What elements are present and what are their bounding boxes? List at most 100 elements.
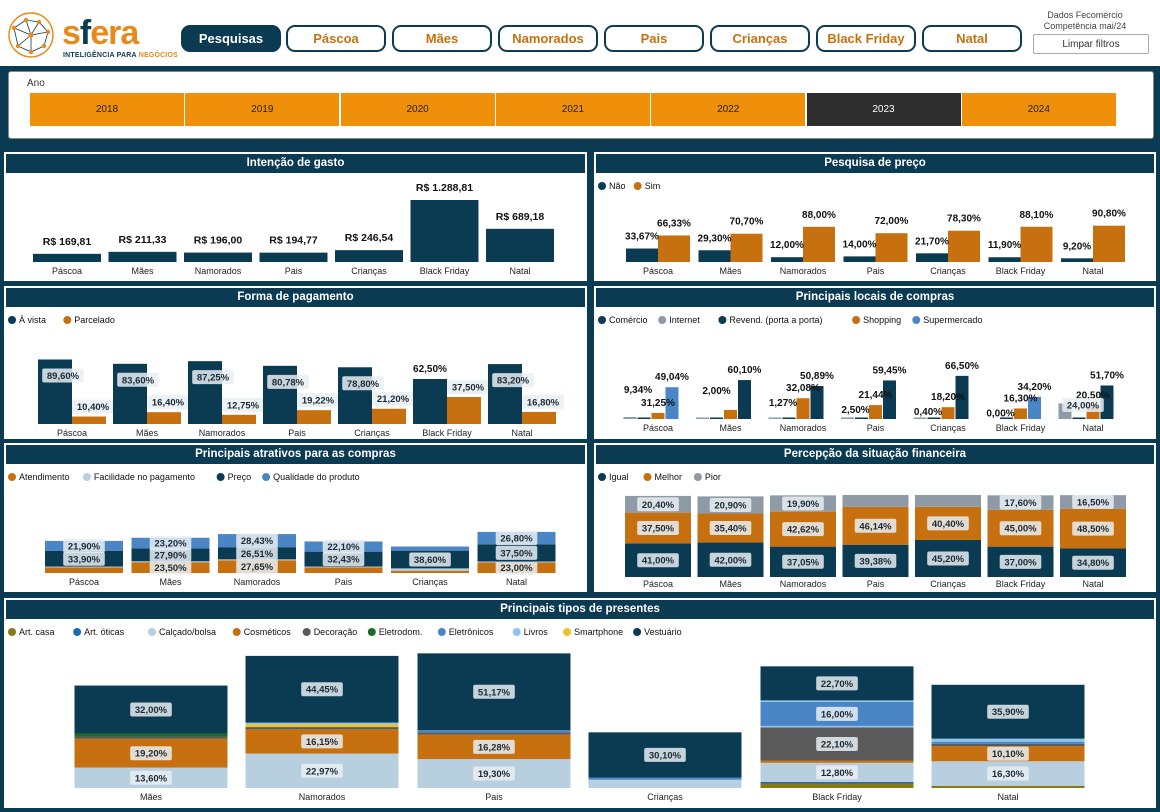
- legend-label: Shopping: [863, 315, 901, 325]
- bar-segment: [931, 738, 1085, 742]
- category-label: Mães: [719, 423, 742, 433]
- bar: [803, 226, 835, 262]
- category-label: Black Friday: [422, 428, 472, 438]
- data-label: 16,40%: [152, 398, 185, 409]
- nav-button-páscoa[interactable]: Páscoa: [286, 25, 386, 52]
- legend-label: Parcelado: [74, 315, 115, 325]
- bar: [665, 387, 679, 419]
- bar: [710, 417, 723, 419]
- bar: [913, 417, 927, 419]
- data-label: 16,30%: [1004, 393, 1038, 404]
- legend-dot: [512, 628, 521, 636]
- legend-dot: [912, 316, 921, 324]
- data-label: 26,51%: [241, 549, 274, 560]
- label-background: [927, 551, 969, 566]
- bar-segment: [760, 783, 914, 788]
- legend-label: Qualidade do produto: [273, 472, 360, 482]
- info-competencia: Competência mai/24: [1043, 21, 1127, 31]
- data-label: 51,70%: [1090, 370, 1124, 381]
- nav-button-natal[interactable]: Natal: [922, 25, 1022, 52]
- category-label: Mães: [136, 428, 159, 438]
- bar: [955, 375, 969, 419]
- legend-dot: [563, 628, 572, 636]
- data-label: 24,00%: [1067, 401, 1100, 412]
- label-background: [130, 746, 172, 761]
- bar: [33, 253, 101, 262]
- year-button-2019[interactable]: 2019: [185, 93, 340, 126]
- year-button-2024[interactable]: 2024: [961, 93, 1116, 126]
- category-label: Páscoa: [57, 428, 87, 438]
- data-label: 11,90%: [988, 240, 1021, 251]
- bar: [1093, 225, 1125, 262]
- data-label: 37,50%: [642, 524, 675, 535]
- legend-dot: [598, 473, 606, 481]
- data-label: 16,28%: [478, 742, 511, 753]
- label-background: [149, 547, 192, 562]
- bar: [698, 250, 731, 262]
- label-background: [236, 559, 278, 574]
- label-background: [322, 539, 365, 554]
- bar: [810, 386, 824, 419]
- year-button-2023[interactable]: 2023: [806, 93, 961, 126]
- category-label: Namorados: [199, 428, 246, 438]
- legend-dot: [232, 628, 241, 636]
- label-background: [447, 380, 489, 394]
- data-label: 28,43%: [241, 536, 274, 547]
- nav-button-black-friday[interactable]: Black Friday: [816, 25, 916, 52]
- data-label: 23,00%: [500, 563, 533, 574]
- data-label: 32,08%: [786, 383, 820, 394]
- bar: [782, 417, 796, 419]
- data-label: 44,45%: [306, 685, 339, 696]
- bar: [522, 411, 556, 424]
- label-background: [372, 391, 414, 406]
- data-label: 12,00%: [770, 240, 804, 251]
- category-label: Natal: [1082, 579, 1103, 589]
- data-label: 45,20%: [932, 554, 965, 565]
- bar-segment: [588, 777, 742, 780]
- bar-segment: [842, 495, 909, 507]
- bar: [72, 416, 106, 424]
- data-label: 89,60%: [47, 371, 80, 382]
- bar: [768, 417, 782, 419]
- bar: [927, 417, 941, 419]
- bar: [222, 414, 256, 424]
- data-label: R$ 169,81: [43, 236, 92, 248]
- legend-label: À vista: [19, 315, 46, 325]
- nav-button-namorados[interactable]: Namorados: [498, 25, 598, 52]
- category-label: Páscoa: [69, 577, 99, 587]
- category-label: Crianças: [930, 423, 966, 433]
- bar-segment: [931, 743, 1085, 747]
- label-background: [495, 560, 538, 575]
- label-background: [342, 376, 384, 391]
- data-label: 10,40%: [77, 402, 110, 413]
- clear-filters-button[interactable]: Limpar filtros: [1033, 34, 1149, 54]
- bar: [1028, 396, 1041, 419]
- year-button-2018[interactable]: 2018: [30, 93, 184, 126]
- nav-button-pais[interactable]: Pais: [604, 25, 704, 52]
- data-label: 27,90%: [154, 550, 187, 561]
- data-label: 9,34%: [624, 385, 652, 396]
- label-background: [927, 516, 969, 531]
- nav-button-pesquisas[interactable]: Pesquisas: [181, 25, 281, 52]
- data-label: 20,40%: [642, 500, 675, 511]
- data-label: 16,30%: [992, 769, 1025, 780]
- data-label: 40,40%: [932, 519, 965, 530]
- legend-dot: [633, 628, 642, 636]
- label-background: [816, 736, 858, 751]
- category-label: Namorados: [299, 792, 346, 802]
- year-button-2020[interactable]: 2020: [340, 93, 495, 126]
- bar: [338, 367, 372, 424]
- label-background: [473, 684, 515, 699]
- nav-button-crianças[interactable]: Crianças: [710, 25, 810, 52]
- bar: [488, 364, 522, 424]
- label-background: [297, 393, 339, 408]
- bar: [1061, 258, 1093, 262]
- year-button-2022[interactable]: 2022: [651, 93, 806, 126]
- year-button-2021[interactable]: 2021: [495, 93, 650, 126]
- year-filter-label: Ano: [27, 78, 45, 89]
- legend-dot: [852, 316, 861, 324]
- data-label: 37,00%: [1004, 557, 1037, 568]
- nav-button-mães[interactable]: Mães: [392, 25, 492, 52]
- category-label: Páscoa: [643, 266, 673, 276]
- legend-dot: [658, 316, 667, 324]
